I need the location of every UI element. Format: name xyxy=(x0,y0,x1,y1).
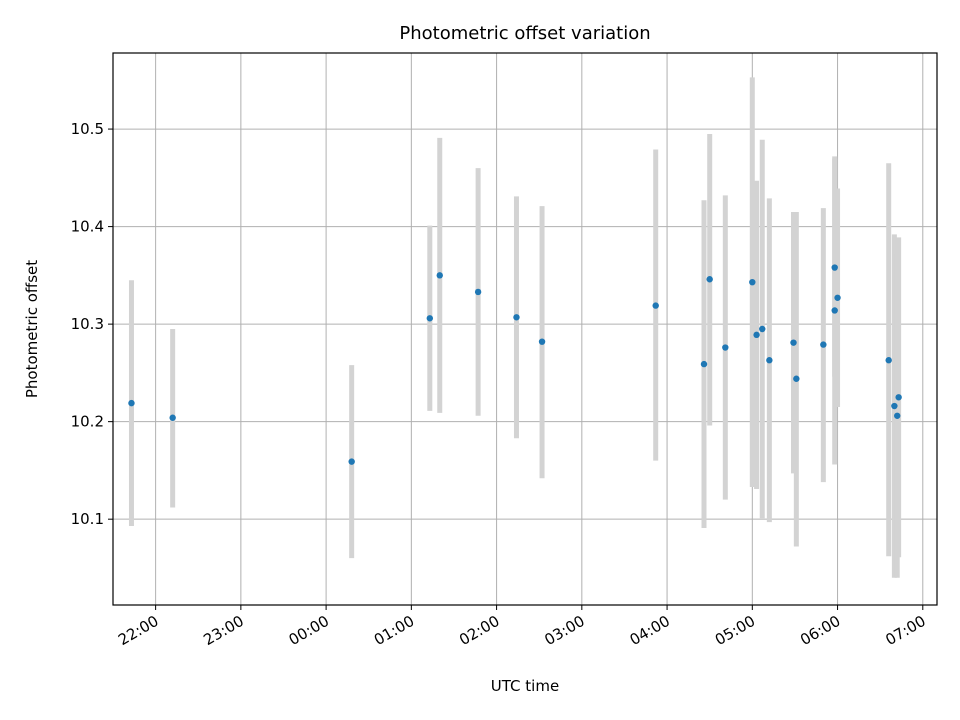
data-point xyxy=(759,325,766,333)
y-axis-ticks: 10.1 10.2 10.3 10.4 10.5 xyxy=(71,120,113,528)
data-point xyxy=(538,338,546,345)
data-point xyxy=(831,307,838,314)
data-point xyxy=(169,414,176,421)
data-point xyxy=(700,360,708,368)
data-point xyxy=(753,331,760,339)
data-point xyxy=(895,394,902,401)
data-point xyxy=(513,314,520,321)
y-tick-label: 10.5 xyxy=(71,120,104,138)
data-point xyxy=(766,357,773,364)
data-point xyxy=(436,272,443,279)
y-tick-label: 10.2 xyxy=(71,413,104,431)
data-point xyxy=(128,399,135,407)
data-point xyxy=(652,302,659,309)
data-point xyxy=(820,341,827,348)
y-axis-title: Photometric offset xyxy=(23,260,41,398)
y-tick-label: 10.1 xyxy=(71,510,104,528)
data-point xyxy=(474,288,482,296)
data-point xyxy=(706,276,713,283)
y-tick-label: 10.3 xyxy=(71,315,104,333)
data-point xyxy=(348,458,355,465)
data-point xyxy=(426,315,434,322)
data-point xyxy=(793,375,800,382)
y-tick-label: 10.4 xyxy=(71,218,104,236)
data-point xyxy=(722,344,729,351)
data-point xyxy=(790,339,797,346)
x-axis-title: UTC time xyxy=(491,677,559,695)
data-point xyxy=(834,294,841,301)
data-point xyxy=(891,402,898,410)
chart-title: Photometric offset variation xyxy=(399,23,650,44)
data-point xyxy=(894,412,901,419)
data-point xyxy=(885,357,892,364)
plot-frame xyxy=(112,52,938,606)
data-point xyxy=(831,264,838,271)
data-points xyxy=(128,264,902,465)
data-point xyxy=(749,278,756,286)
